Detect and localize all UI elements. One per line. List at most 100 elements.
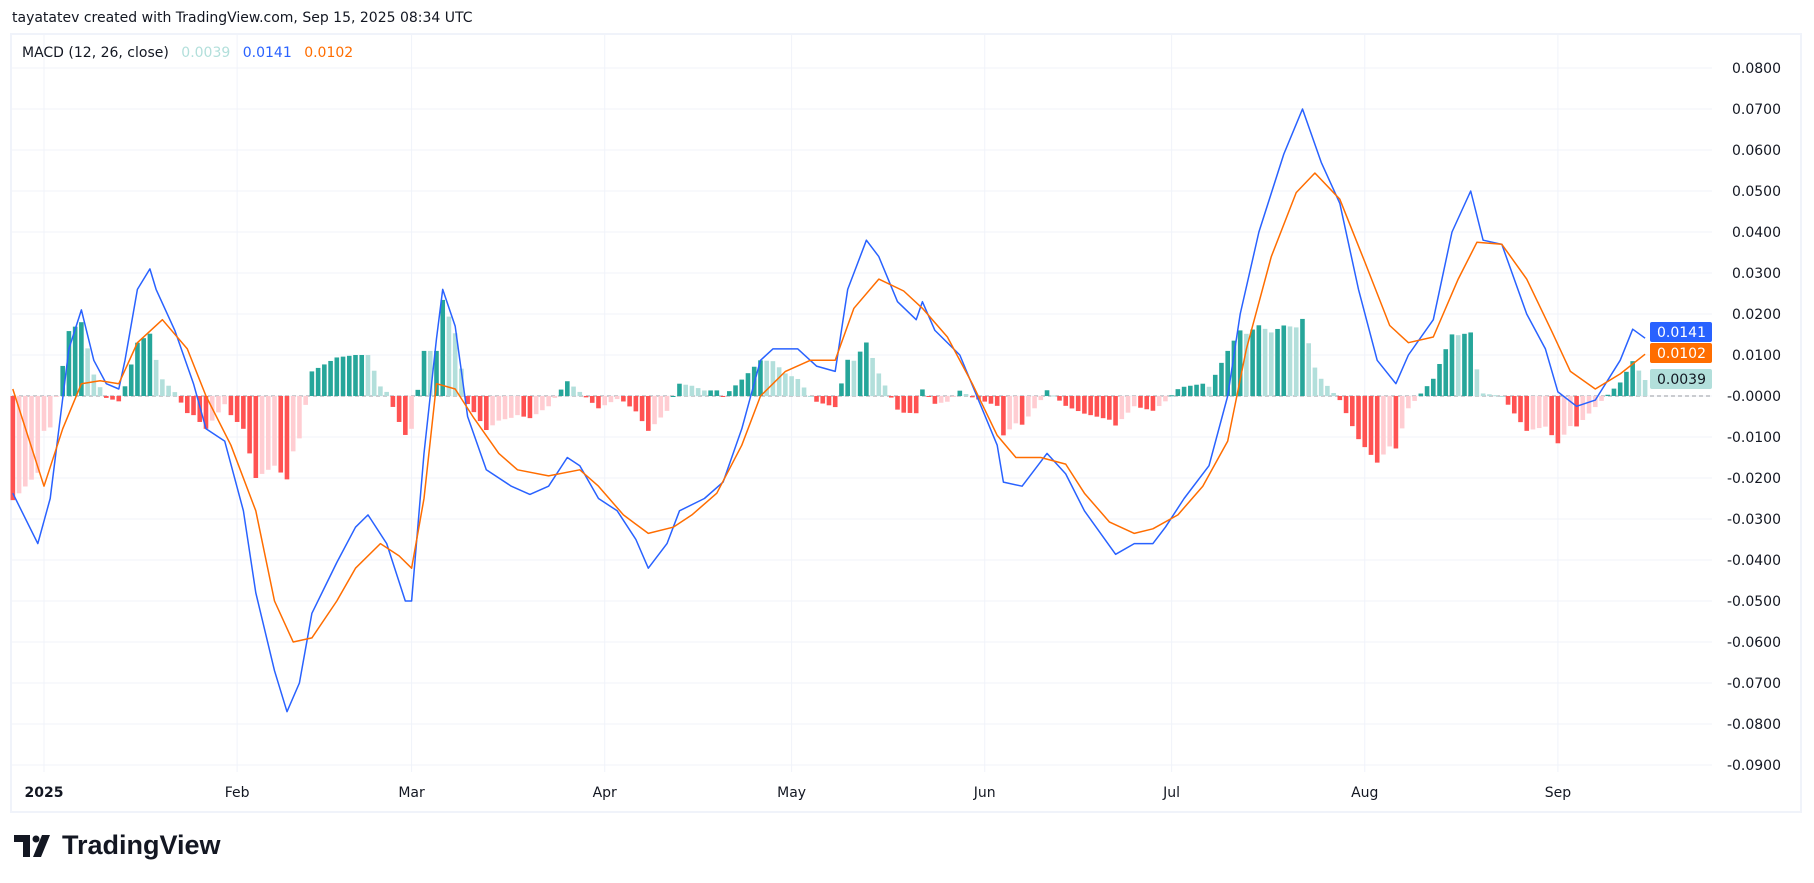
histogram-bar xyxy=(783,373,788,396)
histogram-bar xyxy=(1175,389,1181,396)
histogram-bar xyxy=(745,373,751,396)
histogram-bar xyxy=(1050,395,1056,397)
histogram-bar xyxy=(452,333,458,396)
histogram-bar xyxy=(1206,386,1212,396)
y-tick-label: -0.0700 xyxy=(1727,676,1781,692)
histogram-bar xyxy=(265,396,271,470)
histogram-bar xyxy=(1225,350,1230,396)
histogram-bar xyxy=(963,394,969,396)
histogram-bar xyxy=(1300,318,1305,396)
histogram-bar xyxy=(216,396,221,413)
histogram-bar xyxy=(1057,396,1062,401)
histogram-bar xyxy=(851,360,857,396)
histogram-bar xyxy=(1181,386,1187,396)
x-tick-label: Jun xyxy=(973,785,996,801)
histogram-bar xyxy=(658,396,664,418)
histogram-bar xyxy=(1549,396,1554,436)
histogram-bar xyxy=(434,350,439,396)
histogram-bar xyxy=(764,360,769,396)
y-tick-label: -0.0900 xyxy=(1727,758,1781,774)
x-tick-label: Aug xyxy=(1351,785,1378,801)
histogram-bar xyxy=(1144,396,1150,410)
histogram-bar xyxy=(484,396,489,431)
histogram-bar xyxy=(122,386,128,396)
histogram-bar xyxy=(135,342,140,396)
histogram-bar xyxy=(1430,378,1436,396)
histogram-bar xyxy=(527,396,533,419)
histogram-bar xyxy=(1088,396,1093,416)
histogram-bar xyxy=(1125,396,1131,413)
y-tick-label: -0.0400 xyxy=(1727,553,1781,569)
histogram-bar xyxy=(727,391,732,396)
histogram-bar xyxy=(502,396,508,420)
histogram-bar xyxy=(1493,395,1498,397)
histogram-bar xyxy=(1082,396,1087,414)
tradingview-logo[interactable]: TradingView xyxy=(14,830,221,861)
histogram-bar xyxy=(614,396,620,400)
histogram-bar xyxy=(297,396,302,439)
histogram-bar xyxy=(1038,396,1044,401)
histogram-bar xyxy=(1256,325,1262,396)
histogram-last-value-tag xyxy=(1650,369,1712,389)
histogram-bar xyxy=(1350,396,1355,427)
histogram-bar xyxy=(1449,334,1455,396)
histogram-bar xyxy=(396,396,402,422)
histogram-bar xyxy=(1368,396,1374,455)
histogram-bar xyxy=(409,396,414,429)
histogram-bar xyxy=(552,396,558,398)
histogram-bar xyxy=(465,396,470,405)
histogram-bar xyxy=(10,396,16,501)
y-tick-label: -0.0300 xyxy=(1727,512,1781,528)
histogram-bar xyxy=(79,322,84,396)
histogram-bar xyxy=(633,396,639,412)
histogram-bar xyxy=(789,376,794,396)
histogram-bar xyxy=(627,396,632,407)
histogram-bar xyxy=(259,396,265,474)
histogram-bar xyxy=(839,383,844,396)
histogram-bar xyxy=(1113,396,1118,426)
y-tick-label: 0.0800 xyxy=(1732,61,1781,77)
histogram-bar xyxy=(328,360,333,396)
x-tick-label: Jul xyxy=(1162,785,1180,801)
histogram-bar xyxy=(1194,384,1199,396)
histogram-bar xyxy=(826,396,832,406)
histogram-bar xyxy=(1131,396,1137,407)
histogram-bar xyxy=(91,374,97,396)
histogram-bar xyxy=(1107,396,1112,420)
histogram-bar xyxy=(714,390,720,396)
histogram-bar xyxy=(708,390,713,396)
histogram-bar xyxy=(895,396,900,410)
histogram-bar xyxy=(1642,380,1648,396)
histogram-bar xyxy=(340,356,346,396)
x-tick-label: 2025 xyxy=(25,785,64,801)
histogram-bar xyxy=(571,386,576,396)
histogram-bar xyxy=(1406,396,1411,409)
histogram-bar xyxy=(371,370,377,396)
histogram-bar xyxy=(72,326,78,396)
histogram-bar xyxy=(178,396,184,403)
histogram-bar xyxy=(1337,396,1343,401)
histogram-bar xyxy=(670,396,676,397)
histogram-bar xyxy=(1237,330,1243,396)
histogram-bar xyxy=(1412,396,1417,401)
histogram-bar xyxy=(820,396,826,404)
histogram-bar xyxy=(577,391,583,396)
histogram-bar xyxy=(988,396,994,404)
histogram-bar xyxy=(882,385,888,396)
histogram-bar xyxy=(1219,362,1224,396)
histogram-bar xyxy=(652,396,657,425)
histogram-bar xyxy=(1530,396,1536,430)
histogram-bar xyxy=(1001,396,1006,436)
legend-title[interactable]: MACD (12, 26, close) xyxy=(22,45,169,61)
histogram-bar xyxy=(496,396,502,421)
macd-last-value-tag xyxy=(1650,322,1712,342)
histogram-bar xyxy=(184,396,190,414)
histogram-bar xyxy=(758,360,763,396)
y-tick-label: -0.0800 xyxy=(1727,717,1781,733)
histogram-bar xyxy=(477,396,483,422)
signal-line xyxy=(12,172,1646,643)
histogram-bar xyxy=(1592,396,1598,408)
histogram-bar xyxy=(97,387,103,396)
histogram-bar xyxy=(315,367,321,396)
